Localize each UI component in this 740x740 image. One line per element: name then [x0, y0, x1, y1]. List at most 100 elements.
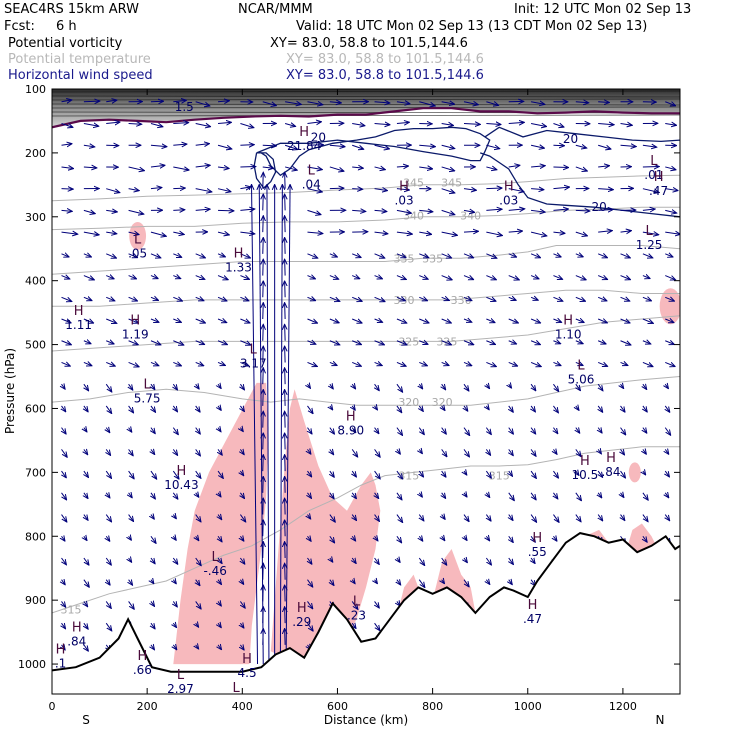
wind-vector	[621, 449, 625, 454]
wind-vector	[374, 341, 385, 345]
wind-vector	[597, 254, 607, 258]
wind-vector	[106, 428, 109, 433]
wind-vector	[598, 189, 613, 190]
wind-vector	[263, 238, 264, 254]
wind-vector	[84, 644, 88, 651]
wind-vector	[442, 536, 445, 540]
wind-vector	[195, 601, 201, 608]
wind-vector	[442, 580, 445, 584]
wind-vector	[84, 492, 88, 498]
wind-vector	[173, 297, 182, 301]
wind-vector	[173, 601, 177, 606]
wind-vector	[419, 319, 428, 323]
wind-vector	[575, 492, 581, 501]
wind-vector	[173, 645, 176, 650]
wind-vector	[84, 383, 88, 390]
pv-extremum-value: .47	[523, 612, 542, 626]
wind-vector	[62, 470, 67, 477]
wind-vector	[151, 557, 155, 563]
wind-vector	[553, 405, 558, 413]
wind-vector	[129, 493, 132, 498]
pv-extremum-high: H	[138, 649, 148, 664]
wind-vector	[621, 384, 624, 388]
wind-vector	[375, 427, 379, 434]
wind-vector	[240, 623, 243, 628]
pv-extremum-low: L	[645, 224, 653, 239]
wind-vector	[598, 470, 602, 477]
wind-vector	[352, 492, 356, 499]
terrain-fill	[52, 533, 680, 694]
wind-vector	[62, 623, 66, 628]
wind-vector	[419, 341, 427, 344]
wind-vector	[509, 580, 512, 585]
wind-vector	[83, 145, 94, 147]
wind-vector	[397, 580, 401, 585]
y-tick-label: 700	[25, 466, 46, 479]
theta-contour-325	[52, 315, 680, 352]
wind-vector	[441, 232, 457, 235]
wind-vector	[84, 601, 87, 606]
wind-vector	[263, 194, 264, 211]
y-tick-label: 500	[25, 339, 46, 352]
wind-vector	[173, 210, 184, 211]
wind-vector	[374, 319, 383, 322]
y-tick-label: 900	[25, 594, 46, 607]
wind-vector	[352, 406, 355, 410]
wind-vector	[665, 384, 668, 388]
wind-vector	[509, 557, 513, 564]
wind-vector	[620, 124, 632, 126]
positive-pv-region	[270, 389, 381, 661]
wind-contour-label: 20	[591, 200, 606, 214]
wind-vector	[173, 167, 188, 170]
wind-vector	[396, 319, 407, 323]
wind-vector	[307, 122, 321, 124]
wind-vector	[486, 188, 501, 189]
wind-vector	[396, 297, 405, 300]
wind-vector	[263, 216, 264, 233]
wind-vector	[263, 390, 264, 406]
wind-vector	[240, 383, 244, 389]
wind-vector	[307, 341, 315, 344]
wind-vector	[396, 514, 402, 523]
wind-vector	[284, 167, 297, 170]
pv-extremum-value: .23	[347, 609, 366, 623]
wind-vector	[419, 276, 428, 280]
wind-vector	[329, 188, 344, 189]
wind-vector	[217, 275, 228, 280]
wind-vector	[195, 341, 205, 345]
theta-contour-label: 315	[61, 604, 82, 617]
wind-vector	[463, 124, 480, 125]
wind-vector	[329, 297, 340, 301]
wind-vector	[285, 520, 286, 537]
wind-vector	[240, 428, 243, 432]
pv-1-5-contour	[52, 107, 680, 129]
wind-vector	[285, 303, 286, 320]
wind-vector	[285, 260, 286, 276]
wind-vector	[419, 254, 428, 258]
wind-vector	[262, 167, 273, 168]
wind-vector	[598, 449, 601, 453]
wind-vector	[151, 515, 154, 519]
wind-vector	[129, 536, 132, 540]
wind-vector	[397, 558, 400, 562]
wind-vector	[575, 166, 587, 171]
wind-vector	[508, 297, 516, 300]
wind-vector	[553, 514, 558, 522]
wind-vector	[307, 493, 311, 498]
wind-vector	[129, 428, 132, 432]
wind-vector	[464, 471, 467, 475]
wind-vector	[173, 557, 177, 564]
wind-vector	[374, 189, 388, 191]
wind-vector	[463, 341, 473, 345]
wind-vector	[196, 645, 199, 649]
theta-contour-label: 320	[432, 396, 453, 409]
wind-vector	[62, 536, 65, 541]
wind-vector	[598, 166, 609, 167]
wind-vector	[375, 406, 378, 410]
field-name-pv: Potential vorticity	[8, 36, 123, 51]
wind-vector	[218, 601, 221, 605]
stratospheric-pv-contour	[52, 106, 680, 109]
wind-vector	[217, 319, 226, 322]
wind-vector	[173, 492, 177, 499]
wind-vector	[419, 101, 435, 106]
